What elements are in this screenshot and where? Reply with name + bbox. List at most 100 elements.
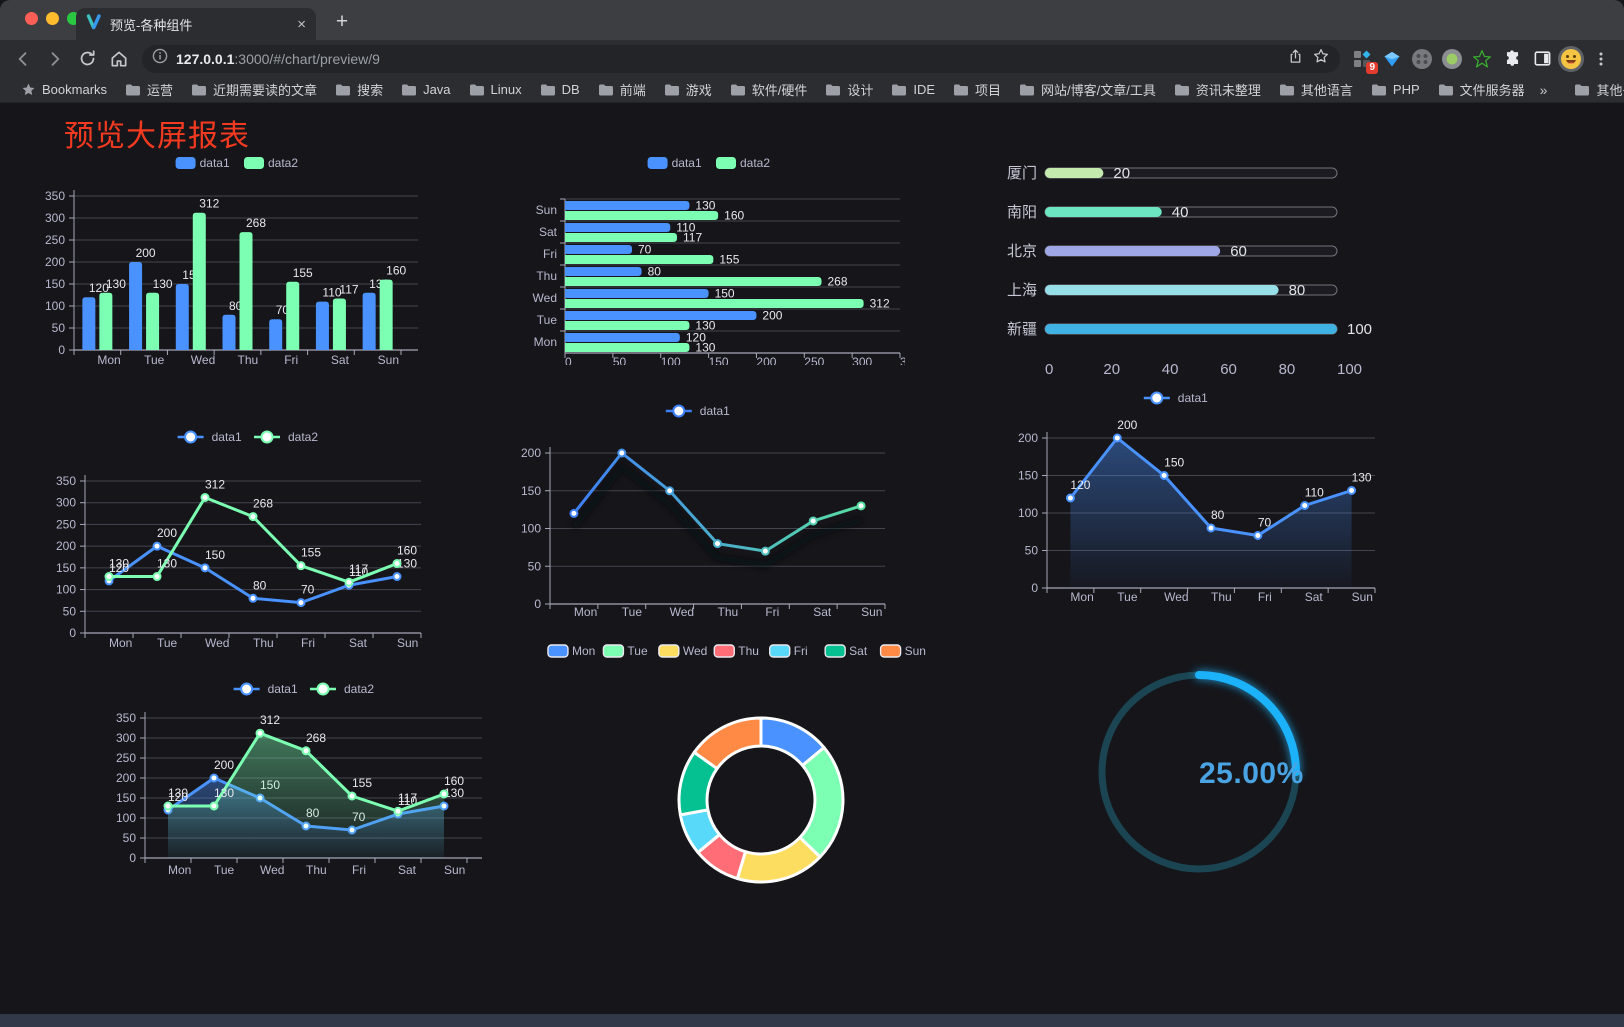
svg-text:268: 268 (253, 497, 273, 511)
forward-button[interactable] (40, 44, 70, 74)
new-tab-button[interactable]: + (335, 10, 349, 33)
browser-tab[interactable]: 预览-各种组件 × (76, 8, 316, 40)
bookmark-folder[interactable]: 近期需要读的文章 (182, 79, 326, 101)
extension-green-star-icon[interactable] (1468, 45, 1496, 73)
svg-text:150: 150 (116, 791, 136, 805)
bookmarks-bar: Bookmarks 运营 近期需要读的文章 搜索 Java Linux DB 前端 游戏 软件/硬… (0, 77, 1624, 103)
svg-text:Tue: Tue (214, 863, 235, 877)
bookmark-folder[interactable]: PHP (1362, 79, 1429, 101)
svg-text:80: 80 (1211, 508, 1225, 522)
svg-text:Sat: Sat (331, 353, 350, 365)
share-icon[interactable] (1287, 48, 1304, 70)
svg-text:200: 200 (157, 526, 177, 540)
profile-avatar[interactable] (1558, 45, 1584, 72)
svg-text:268: 268 (828, 275, 848, 289)
home-button[interactable] (104, 44, 134, 74)
bookmark-folder[interactable]: DB (531, 79, 589, 101)
svg-text:130: 130 (397, 557, 417, 571)
bookmark-folder[interactable]: 游戏 (655, 79, 721, 101)
folder-icon (1575, 84, 1590, 95)
svg-text:100: 100 (116, 811, 136, 825)
other-bookmarks-folder[interactable]: 其他书签 (1565, 79, 1624, 101)
svg-text:Tue: Tue (157, 636, 178, 650)
svg-text:Sat: Sat (349, 636, 368, 650)
folder-icon (664, 84, 679, 95)
address-bar[interactable]: 127.0.0.1:3000/#/chart/preview/9 (142, 44, 1340, 73)
svg-text:80: 80 (648, 265, 662, 279)
bookmark-folder[interactable]: 搜索 (326, 79, 392, 101)
svg-text:60: 60 (1220, 361, 1237, 378)
extensions-puzzle-icon[interactable] (1498, 45, 1526, 73)
chart-single-area: 0 50 100 150 200 Mon Tue Wed Thu Fri Sat Sun 120 200 1… (985, 388, 1385, 604)
bookmark-folder[interactable]: 文件服务器 (1429, 79, 1534, 101)
svg-text:150: 150 (521, 484, 541, 498)
folder-icon (1371, 84, 1386, 95)
svg-text:0: 0 (565, 355, 572, 365)
svg-text:Wed: Wed (533, 291, 557, 305)
folder-icon (1438, 84, 1453, 95)
svg-text:Thu: Thu (253, 636, 274, 650)
bookmark-folder[interactable]: 运营 (116, 79, 182, 101)
svg-text:250: 250 (56, 517, 76, 531)
chart-dual-line: 0 50 100 150 200 250 300 350 Mon Tue Wed Thu Fri Sat S… (40, 425, 460, 655)
svg-text:200: 200 (116, 771, 136, 785)
svg-text:50: 50 (52, 321, 66, 335)
svg-text:312: 312 (205, 478, 225, 492)
svg-text:200: 200 (521, 446, 541, 460)
bookmark-folder[interactable]: Java (392, 79, 459, 101)
folder-icon (598, 84, 613, 95)
svg-text:data2: data2 (288, 430, 318, 444)
svg-text:Sat: Sat (849, 644, 868, 658)
svg-text:20: 20 (1113, 165, 1130, 182)
bookmark-folder[interactable]: 网站/博客/文章/工具 (1010, 79, 1165, 101)
svg-text:Fri: Fri (1258, 590, 1272, 603)
extension-grid-icon[interactable]: 9 (1348, 45, 1378, 74)
minimize-window-button[interactable] (46, 12, 59, 25)
favicon (86, 13, 102, 35)
extension-dark-circle-icon[interactable] (1408, 45, 1436, 73)
bookmark-folder[interactable]: IDE (882, 79, 944, 101)
bookmark-star-icon[interactable] (1312, 47, 1330, 70)
svg-text:150: 150 (709, 355, 729, 365)
site-info-icon[interactable] (152, 48, 168, 69)
bookmark-folder[interactable]: 前端 (589, 79, 655, 101)
svg-text:100: 100 (45, 299, 65, 313)
svg-text:Thu: Thu (1211, 590, 1232, 603)
sidebar-toggle-icon[interactable] (1528, 45, 1556, 73)
svg-text:data2: data2 (344, 682, 374, 696)
svg-text:Sun: Sun (397, 636, 418, 650)
svg-text:Fri: Fri (301, 636, 315, 650)
svg-text:Mon: Mon (1070, 590, 1093, 603)
svg-text:110: 110 (1305, 486, 1324, 500)
bookmark-folder[interactable]: 其他语言 (1270, 79, 1362, 101)
svg-text:117: 117 (683, 231, 702, 245)
bookmark-folder[interactable]: 设计 (816, 79, 882, 101)
svg-text:Thu: Thu (306, 863, 327, 877)
folder-icon (1279, 84, 1294, 95)
bookmark-folder[interactable]: 软件/硬件 (721, 79, 817, 101)
svg-text:Tue: Tue (144, 353, 165, 365)
reload-button[interactable] (72, 44, 102, 74)
svg-text:268: 268 (246, 216, 266, 230)
menu-kebab-icon[interactable] (1586, 44, 1616, 74)
bookmark-folder[interactable]: Linux (460, 79, 531, 101)
bookmarks-overflow-chevron[interactable]: » (1539, 81, 1548, 98)
bookmark-folder[interactable]: 资讯未整理 (1165, 79, 1270, 101)
tab-close-icon[interactable]: × (297, 15, 306, 33)
svg-text:北京: 北京 (1007, 243, 1037, 260)
extension-record-icon[interactable] (1438, 45, 1466, 73)
svg-text:南阳: 南阳 (1007, 204, 1037, 221)
svg-text:312: 312 (199, 197, 219, 211)
bookmarks-manager[interactable]: Bookmarks (12, 79, 116, 101)
bookmark-folder[interactable]: 项目 (944, 79, 1010, 101)
folder-icon (540, 84, 555, 95)
back-button[interactable] (8, 44, 38, 74)
url-text[interactable]: 127.0.0.1:3000/#/chart/preview/9 (176, 51, 1279, 67)
close-window-button[interactable] (25, 12, 38, 25)
svg-text:Mon: Mon (168, 863, 191, 877)
chart-donut-pie: Mon Tue Wed Thu Fri Sat Sun (545, 638, 945, 890)
svg-text:155: 155 (352, 776, 372, 790)
vue-devtools-icon[interactable] (1378, 45, 1406, 73)
svg-text:160: 160 (386, 264, 406, 278)
svg-text:20: 20 (1103, 361, 1120, 378)
